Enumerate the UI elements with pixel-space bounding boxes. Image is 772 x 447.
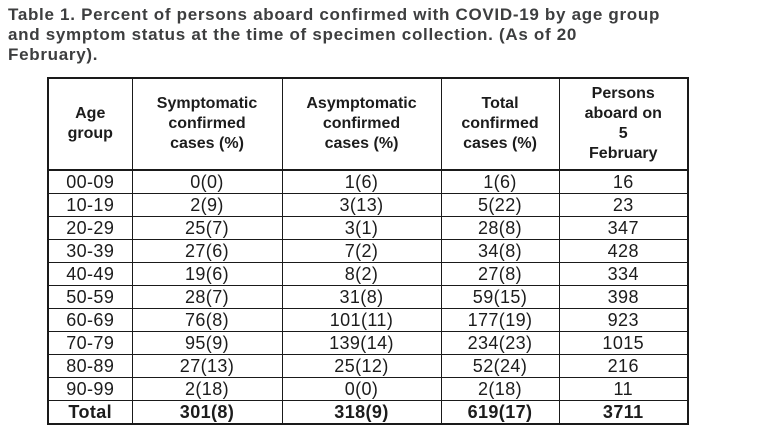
table-cell: 95(9): [131, 331, 283, 355]
table-cell: 60-69: [47, 308, 133, 332]
table-cell: 25(7): [131, 216, 283, 240]
table-cell: 101(11): [281, 308, 442, 332]
table-cell: 2(18): [440, 377, 560, 401]
caption-line-1: Table 1. Percent of persons aboard confi…: [8, 5, 661, 24]
table-cell: 923: [558, 308, 689, 332]
table-header: Age group Symptomatic confirmed cases (%…: [47, 77, 689, 171]
total-cell: 619(17): [440, 400, 560, 425]
covid-age-group-table: Age group Symptomatic confirmed cases (%…: [47, 77, 689, 425]
table-row-70-79: 70-79 95(9) 139(14) 234(23) 1015: [47, 331, 689, 355]
table-cell: 0(0): [131, 169, 283, 194]
total-label-cell: Total: [47, 400, 133, 425]
table-cell: 40-49: [47, 262, 133, 286]
table-cell: 27(13): [131, 354, 283, 378]
table-cell: 20-29: [47, 216, 133, 240]
table-cell: 234(23): [440, 331, 560, 355]
table-total-row: Total 301(8) 318(9) 619(17) 3711: [47, 400, 689, 425]
table-cell: 80-89: [47, 354, 133, 378]
col-header-asymptomatic: Asymptomatic confirmed cases (%): [281, 77, 442, 171]
table-cell: 216: [558, 354, 689, 378]
table-cell: 3(1): [281, 216, 442, 240]
table-cell: 334: [558, 262, 689, 286]
table-cell: 428: [558, 239, 689, 263]
table-cell: 59(15): [440, 285, 560, 309]
table-cell: 19(6): [131, 262, 283, 286]
table-cell: 34(8): [440, 239, 560, 263]
col-header-age-group: Age group: [47, 77, 133, 171]
table-cell: 28(8): [440, 216, 560, 240]
table-cell: 177(19): [440, 308, 560, 332]
table-cell: 00-09: [47, 169, 133, 194]
table-cell: 50-59: [47, 285, 133, 309]
table-cell: 1015: [558, 331, 689, 355]
table-cell: 30-39: [47, 239, 133, 263]
table-cell: 2(18): [131, 377, 283, 401]
table-row-30-39: 30-39 27(6) 7(2) 34(8) 428: [47, 239, 689, 263]
total-cell: 301(8): [131, 400, 283, 425]
table-cell: 7(2): [281, 239, 442, 263]
caption-line-2: and symptom status at the time of specim…: [8, 25, 578, 44]
table-row-60-69: 60-69 76(8) 101(11) 177(19) 923: [47, 308, 689, 332]
table-row-10-19: 10-19 2(9) 3(13) 5(22) 23: [47, 193, 689, 217]
col-header-symptomatic: Symptomatic confirmed cases (%): [131, 77, 283, 171]
table-cell: 25(12): [281, 354, 442, 378]
table-cell: 27(8): [440, 262, 560, 286]
table-cell: 5(22): [440, 193, 560, 217]
table-cell: 90-99: [47, 377, 133, 401]
total-cell: 3711: [558, 400, 689, 425]
table-header-row: Age group Symptomatic confirmed cases (%…: [47, 77, 689, 171]
table-row-50-59: 50-59 28(7) 31(8) 59(15) 398: [47, 285, 689, 309]
col-header-persons-aboard: Persons aboard on 5 February: [558, 77, 689, 171]
table-caption: Table 1. Percent of persons aboard confi…: [8, 5, 768, 65]
total-cell: 318(9): [281, 400, 442, 425]
table-row-20-29: 20-29 25(7) 3(1) 28(8) 347: [47, 216, 689, 240]
col-header-total-confirmed: Total confirmed cases (%): [440, 77, 560, 171]
table-row-00-09: 00-09 0(0) 1(6) 1(6) 16: [47, 169, 689, 194]
table-cell: 139(14): [281, 331, 442, 355]
table-row-80-89: 80-89 27(13) 25(12) 52(24) 216: [47, 354, 689, 378]
table-cell: 1(6): [440, 169, 560, 194]
table-cell: 8(2): [281, 262, 442, 286]
table-cell: 398: [558, 285, 689, 309]
table-body: 00-09 0(0) 1(6) 1(6) 16 10-19 2(9) 3(13)…: [47, 169, 689, 425]
table-cell: 11: [558, 377, 689, 401]
table-cell: 52(24): [440, 354, 560, 378]
table-row-90-99: 90-99 2(18) 0(0) 2(18) 11: [47, 377, 689, 401]
table-cell: 2(9): [131, 193, 283, 217]
table-cell: 1(6): [281, 169, 442, 194]
table-cell: 31(8): [281, 285, 442, 309]
table-cell: 3(13): [281, 193, 442, 217]
table-cell: 347: [558, 216, 689, 240]
table-cell: 10-19: [47, 193, 133, 217]
table-cell: 0(0): [281, 377, 442, 401]
table-cell: 76(8): [131, 308, 283, 332]
table-cell: 16: [558, 169, 689, 194]
caption-line-3: February).: [8, 45, 99, 64]
table-cell: 28(7): [131, 285, 283, 309]
table-cell: 23: [558, 193, 689, 217]
table-cell: 27(6): [131, 239, 283, 263]
table-row-40-49: 40-49 19(6) 8(2) 27(8) 334: [47, 262, 689, 286]
table-cell: 70-79: [47, 331, 133, 355]
